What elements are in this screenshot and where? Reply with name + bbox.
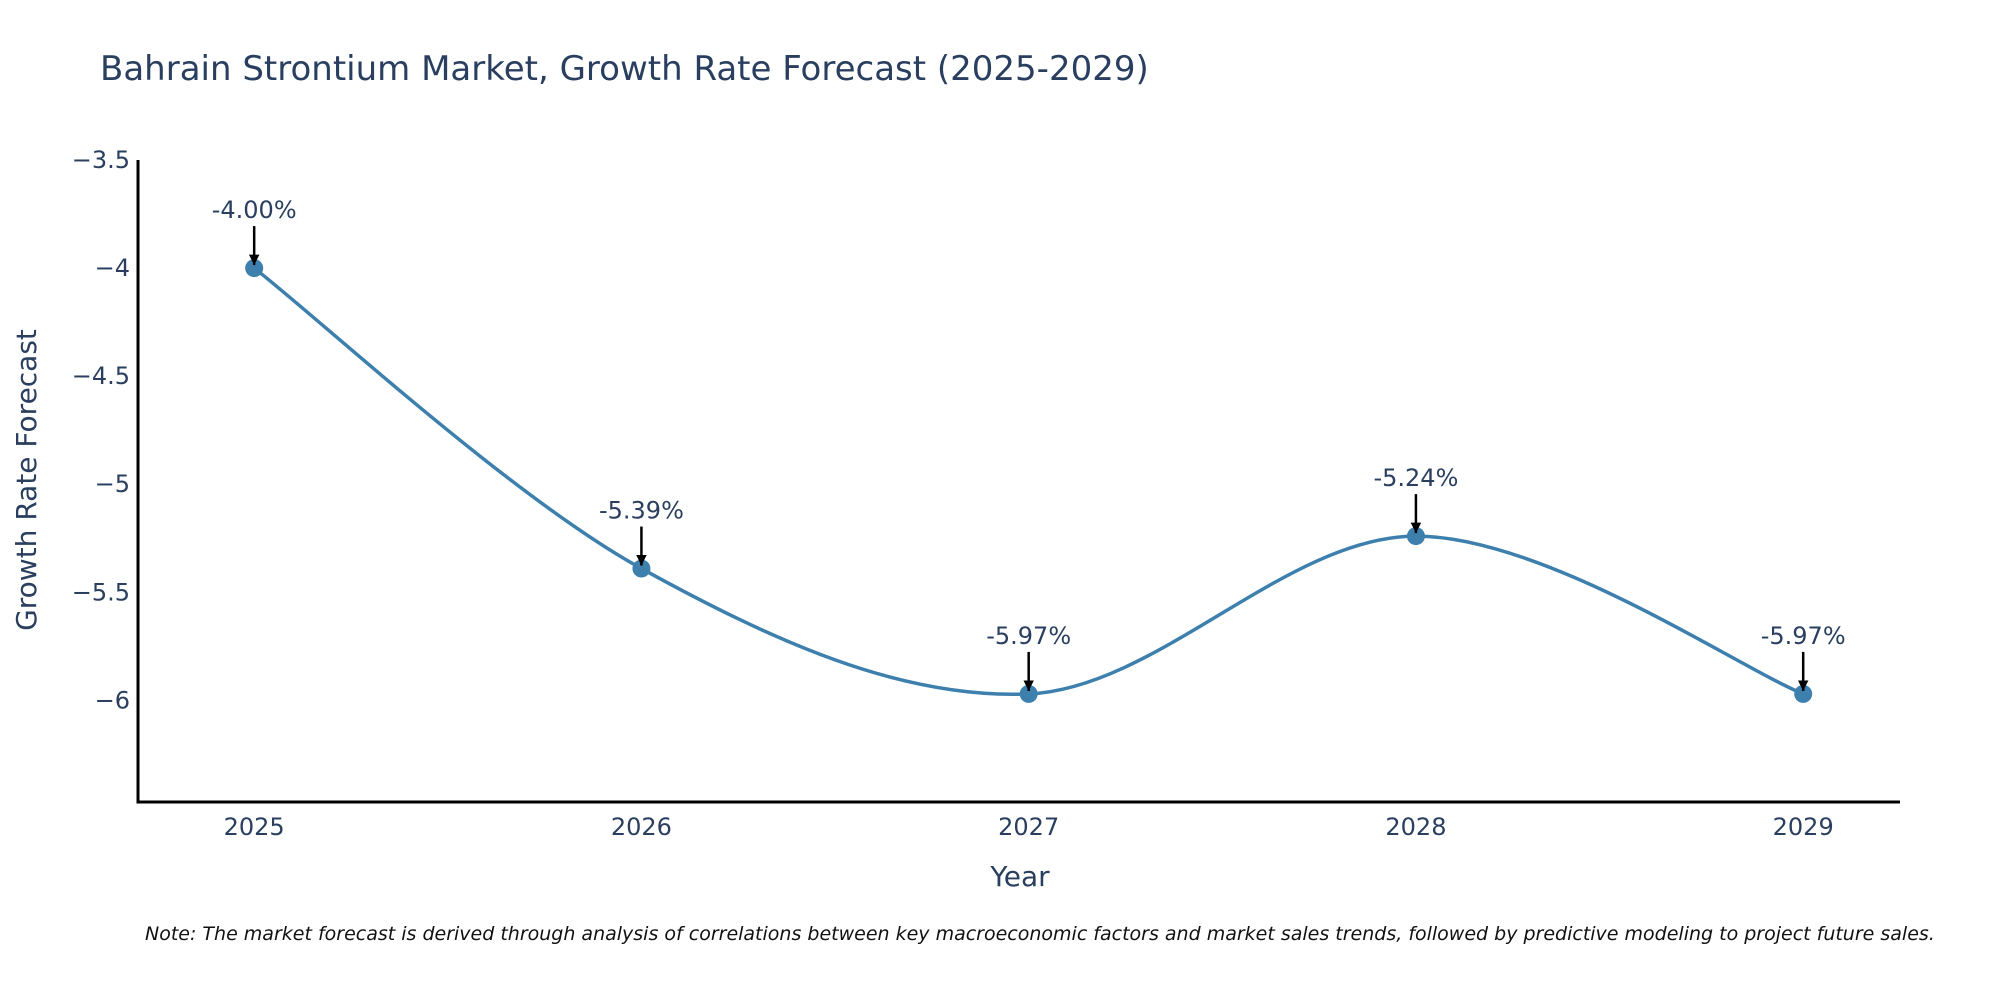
chart-title: Bahrain Strontium Market, Growth Rate Fo… [100, 49, 1149, 89]
y-tick-label: −4.5 [72, 362, 130, 390]
data-label: -5.97% [1761, 622, 1846, 650]
data-label: -5.24% [1373, 464, 1458, 492]
y-tick-label: −6 [95, 686, 130, 714]
y-tick-label: −5.5 [72, 578, 130, 606]
x-tick-label: 2025 [224, 813, 285, 841]
footnote: Note: The market forecast is derived thr… [145, 923, 1935, 945]
x-tick-label: 2028 [1385, 813, 1446, 841]
y-axis-title: Growth Rate Forecast [10, 329, 43, 631]
y-tick-label: −3.5 [72, 146, 130, 174]
data-annotations: -4.00% -5.39% -5.97% -5.24% -5.97% [212, 196, 1846, 691]
x-axis-ticks: 2025 2026 2027 2028 2029 [224, 813, 1834, 841]
y-tick-label: −5 [95, 470, 130, 498]
x-tick-label: 2029 [1773, 813, 1834, 841]
x-axis-title: Year [989, 860, 1050, 893]
x-tick-label: 2027 [998, 813, 1059, 841]
data-label: -5.97% [986, 622, 1071, 650]
y-tick-label: −4 [95, 254, 130, 282]
data-label: -5.39% [599, 497, 684, 525]
y-axis-ticks: −3.5 −4 −4.5 −5 −5.5 −6 [72, 146, 130, 714]
data-label: -4.00% [212, 196, 297, 224]
x-tick-label: 2026 [611, 813, 672, 841]
